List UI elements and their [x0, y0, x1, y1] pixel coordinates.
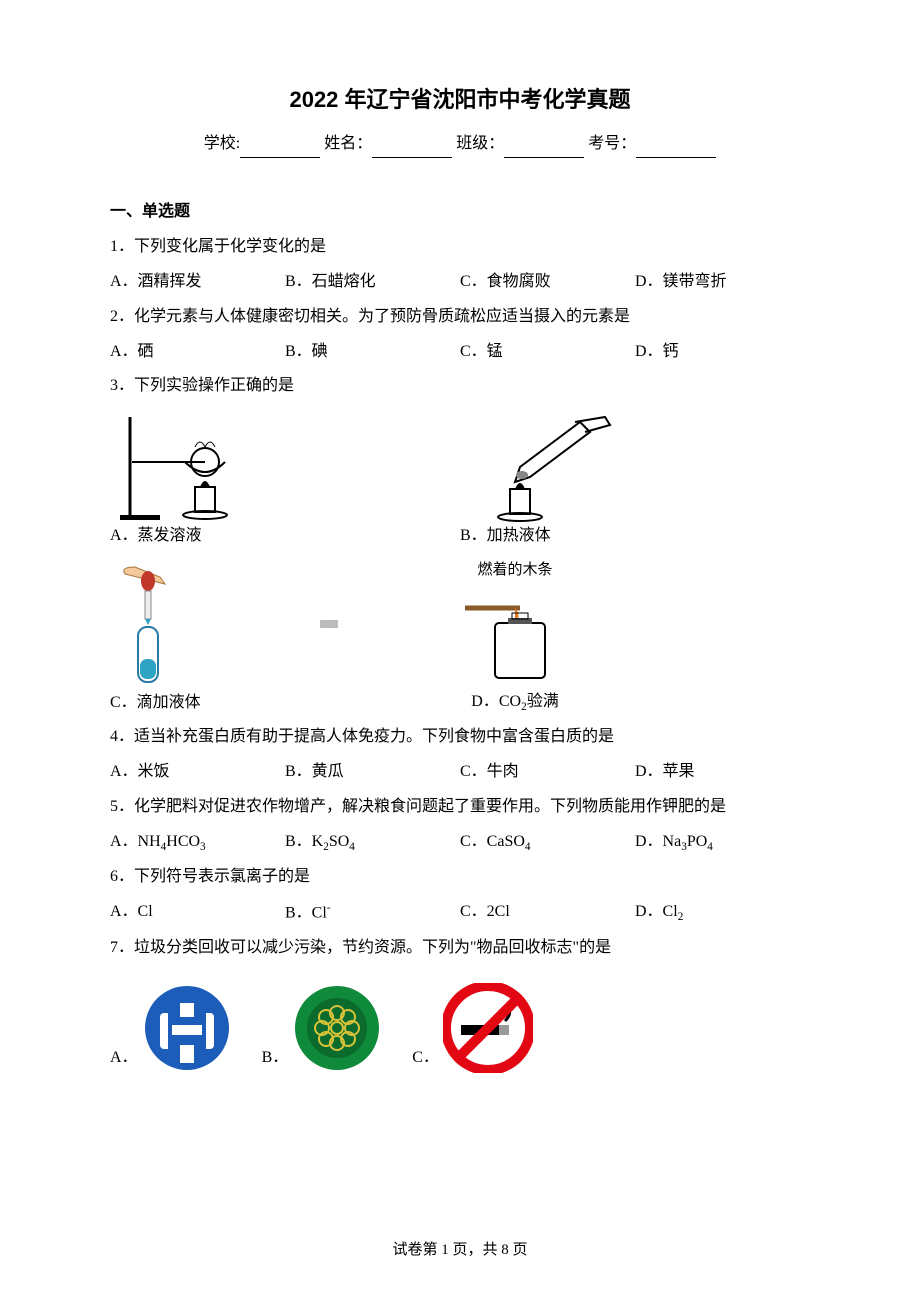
q2-stem: 2．化学元素与人体健康密切相关。为了预防骨质疏松应适当摄入的元素是 — [110, 303, 810, 332]
page-title: 2022 年辽宁省沈阳市中考化学真题 — [110, 80, 810, 120]
q1-opt-c: C．食物腐败 — [460, 268, 635, 297]
q5-options: A．NH4HCO3 B．K2SO4 C．CaSO4 D．Na3PO4 — [110, 828, 810, 857]
q6-opt-b: B．Cl- — [285, 898, 460, 928]
q1-opt-d: D．镁带弯折 — [635, 268, 810, 297]
q2-options: A．硒 B．碘 C．锰 D．钙 — [110, 338, 810, 367]
name-label: 姓名： — [324, 135, 372, 152]
section-heading: 一、单选题 — [110, 198, 810, 227]
evaporate-dish-icon — [110, 407, 260, 522]
q4-opt-d: D．苹果 — [635, 758, 810, 787]
q5-opt-a: A．NH4HCO3 — [110, 828, 285, 857]
q5-opt-b: B．K2SO4 — [285, 828, 460, 857]
center-watermark-icon — [320, 620, 338, 628]
q5-opt-c: C．CaSO4 — [460, 828, 635, 857]
china-eco-label-icon — [292, 983, 382, 1073]
exam-no-label: 考号： — [588, 135, 636, 152]
q3-row1: A．蒸发溶液 B．加热液体 — [110, 407, 810, 551]
q5-stem: 5．化学肥料对促进农作物增产，解决粮食问题起了重要作用。下列物质能用作钾肥的是 — [110, 793, 810, 822]
q5-opt-d: D．Na3PO4 — [635, 828, 810, 857]
q3-opt-a-label: A．蒸发溶液 — [110, 522, 202, 551]
q2-opt-d: D．钙 — [635, 338, 810, 367]
q6-options: A．Cl B．Cl- C．2Cl D．Cl2 — [110, 898, 810, 928]
q6-opt-d: D．Cl2 — [635, 898, 810, 928]
q1-opt-a: A．酒精挥发 — [110, 268, 285, 297]
school-blank[interactable] — [240, 139, 320, 158]
gas-bottle-test-icon — [460, 588, 570, 688]
q7-options: A． B． C． — [110, 983, 810, 1073]
q2-opt-c: C．锰 — [460, 338, 635, 367]
q3-opt-b-label: B．加热液体 — [460, 522, 551, 551]
class-blank[interactable] — [504, 139, 584, 158]
q4-opt-c: C．牛肉 — [460, 758, 635, 787]
q6-opt-c: C．2Cl — [460, 898, 635, 928]
efficiency-mark-icon — [142, 983, 232, 1073]
q7-opt-b: B． — [262, 983, 383, 1073]
q4-stem: 4．适当补充蛋白质有助于提高人体免疫力。下列食物中富含蛋白质的是 — [110, 723, 810, 752]
q3-stem: 3．下列实验操作正确的是 — [110, 372, 810, 401]
q6-stem: 6．下列符号表示氯离子的是 — [110, 863, 810, 892]
dropper-tube-icon — [110, 559, 200, 689]
q7-opt-c: C． — [412, 983, 533, 1073]
heat-liquid-icon — [460, 407, 630, 522]
q3-opt-d-label: D．CO2验满 — [471, 688, 558, 717]
name-blank[interactable] — [372, 139, 452, 158]
page-footer: 试卷第 1 页，共 8 页 — [0, 1237, 920, 1264]
school-label: 学校: — [204, 135, 240, 152]
q3-opt-c-label: C．滴加液体 — [110, 689, 201, 718]
q4-opt-a: A．米饭 — [110, 758, 285, 787]
q2-opt-b: B．碘 — [285, 338, 460, 367]
q7-opt-a: A． — [110, 983, 232, 1073]
q1-options: A．酒精挥发 B．石蜡熔化 C．食物腐败 D．镁带弯折 — [110, 268, 810, 297]
no-smoking-icon — [443, 983, 533, 1073]
exam-no-blank[interactable] — [636, 139, 716, 158]
q1-opt-b: B．石蜡熔化 — [285, 268, 460, 297]
q4-opt-b: B．黄瓜 — [285, 758, 460, 787]
q6-opt-a: A．Cl — [110, 898, 285, 928]
q4-options: A．米饭 B．黄瓜 C．牛肉 D．苹果 — [110, 758, 810, 787]
q2-opt-a: A．硒 — [110, 338, 285, 367]
q3-row2: C．滴加液体 燃着的木条 D．CO2验满 — [110, 557, 810, 717]
class-label: 班级： — [456, 135, 504, 152]
q7-stem: 7．垃圾分类回收可以减少污染，节约资源。下列为"物品回收标志"的是 — [110, 934, 810, 963]
student-info-line: 学校: 姓名： 班级： 考号： — [110, 130, 810, 159]
q3-d-overlay-label: 燃着的木条 — [477, 557, 552, 584]
q1-stem: 1．下列变化属于化学变化的是 — [110, 233, 810, 262]
